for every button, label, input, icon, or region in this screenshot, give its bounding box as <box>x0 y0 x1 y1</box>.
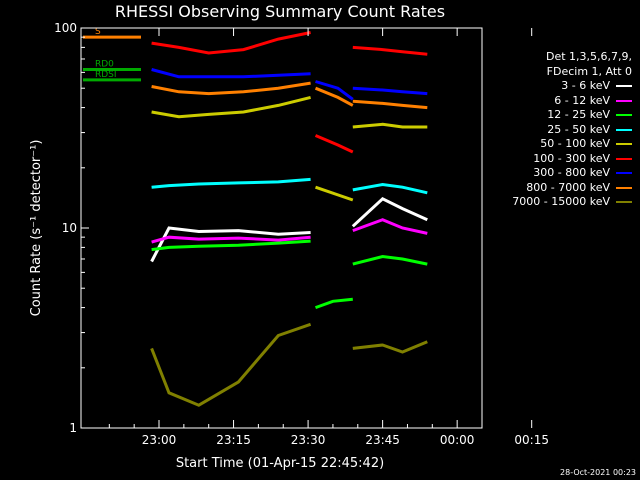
legend-item-6: 300 - 800 keV <box>512 166 632 181</box>
series-line-5-seg-1 <box>314 134 354 154</box>
series-line-6-seg-1 <box>315 80 354 101</box>
legend-label-6: 300 - 800 keV <box>533 166 610 179</box>
series-line-0-seg-1 <box>351 196 428 228</box>
x-tick-label-5: 00:15 <box>514 433 549 447</box>
legend-swatch-5 <box>616 157 632 160</box>
legend-swatch-3 <box>616 128 632 131</box>
series-line-8-seg-1 <box>352 340 428 354</box>
legend-swatch-6 <box>616 172 632 175</box>
flag-label-1: RD0 <box>95 60 114 70</box>
flag-label-0: S <box>95 27 101 37</box>
series-line-6-seg-2 <box>352 86 428 96</box>
series-line-0-seg-0 <box>150 226 311 263</box>
legend-label-1: 6 - 12 keV <box>554 93 610 107</box>
x-axis-label: Start Time (01-Apr-15 22:45:42) <box>176 456 384 471</box>
axis-ticks: 23:00 23:15 23:30 23:45 00:00 00:15 100 10 1 <box>54 21 549 447</box>
y-axis-label: Count Rate (s⁻¹ detector⁻¹) <box>29 140 44 317</box>
series-line-5-seg-2 <box>352 45 428 56</box>
series-line-4-seg-2 <box>352 122 428 129</box>
legend-swatch-8 <box>616 201 632 204</box>
legend-item-5: 100 - 300 keV <box>512 152 632 167</box>
legend-swatch-1 <box>616 99 632 102</box>
legend-swatch-0 <box>616 85 632 88</box>
x-tick-label-3: 23:45 <box>365 433 400 447</box>
x-tick-label-0: 23:00 <box>142 433 177 447</box>
legend-item-3: 25 - 50 keV <box>512 123 632 138</box>
legend-swatch-4 <box>616 143 632 146</box>
series-line-1-seg-0 <box>151 235 311 244</box>
legend-label-8: 7000 - 15000 keV <box>512 195 610 208</box>
legend-label-2: 12 - 25 keV <box>547 108 610 121</box>
series-line-2-seg-1 <box>314 297 353 310</box>
legend-label-0: 3 - 6 keV <box>561 79 610 92</box>
chart-title: RHESSI Observing Summary Count Rates <box>115 2 445 21</box>
series-line-8-seg-0 <box>150 322 312 407</box>
x-tick-label-2: 23:30 <box>291 433 326 447</box>
legend-item-4: 50 - 100 keV <box>512 137 632 152</box>
series-line-3-seg-1 <box>352 182 428 195</box>
legend-item-2: 12 - 25 keV <box>512 108 632 123</box>
series-line-1-seg-1 <box>352 218 428 235</box>
chart-legend: Det 1,3,5,6,7,9, FDecim 1, Att 0 3 - 6 k… <box>512 50 632 210</box>
series-line-2-seg-2 <box>352 254 428 266</box>
legend-swatch-2 <box>616 114 632 117</box>
series-line-4-seg-1 <box>315 185 354 202</box>
legend-label-7: 800 - 7000 keV <box>526 180 610 194</box>
legend-item-0: 3 - 6 keV <box>512 79 632 94</box>
flag-label-2: RDSI <box>95 70 117 80</box>
legend-label-3: 25 - 50 keV <box>547 122 610 136</box>
y-tick-label-0: 100 <box>54 21 77 35</box>
legend-label-5: 100 - 300 keV <box>533 151 610 165</box>
x-tick-label-1: 23:15 <box>216 433 251 447</box>
timestamp-label: 28-Oct-2021 00:23 <box>560 468 636 477</box>
legend-item-7: 800 - 7000 keV <box>512 181 632 196</box>
y-tick-label-2: 1 <box>69 421 77 435</box>
series-line-4-seg-0 <box>151 95 311 119</box>
series-line-2-seg-0 <box>151 239 311 252</box>
x-tick-label-4: 00:00 <box>440 433 475 447</box>
series-line-6-seg-0 <box>151 68 311 79</box>
legend-swatch-7 <box>616 186 632 189</box>
legend-item-8: 7000 - 15000 keV <box>512 195 632 210</box>
series-line-7-seg-0 <box>151 81 311 96</box>
series-line-3-seg-0 <box>151 177 311 189</box>
series-line-7-seg-2 <box>352 99 428 110</box>
legend-item-1: 6 - 12 keV <box>512 94 632 109</box>
series-line-7-seg-1 <box>314 86 354 107</box>
y-tick-label-1: 10 <box>62 221 77 235</box>
series-line-5-seg-0 <box>151 31 311 55</box>
legend-header-line-2: FDecim 1, Att 0 <box>546 64 632 78</box>
legend-label-4: 50 - 100 keV <box>540 137 610 150</box>
legend-header-line-1: Det 1,3,5,6,7,9, <box>545 50 632 63</box>
